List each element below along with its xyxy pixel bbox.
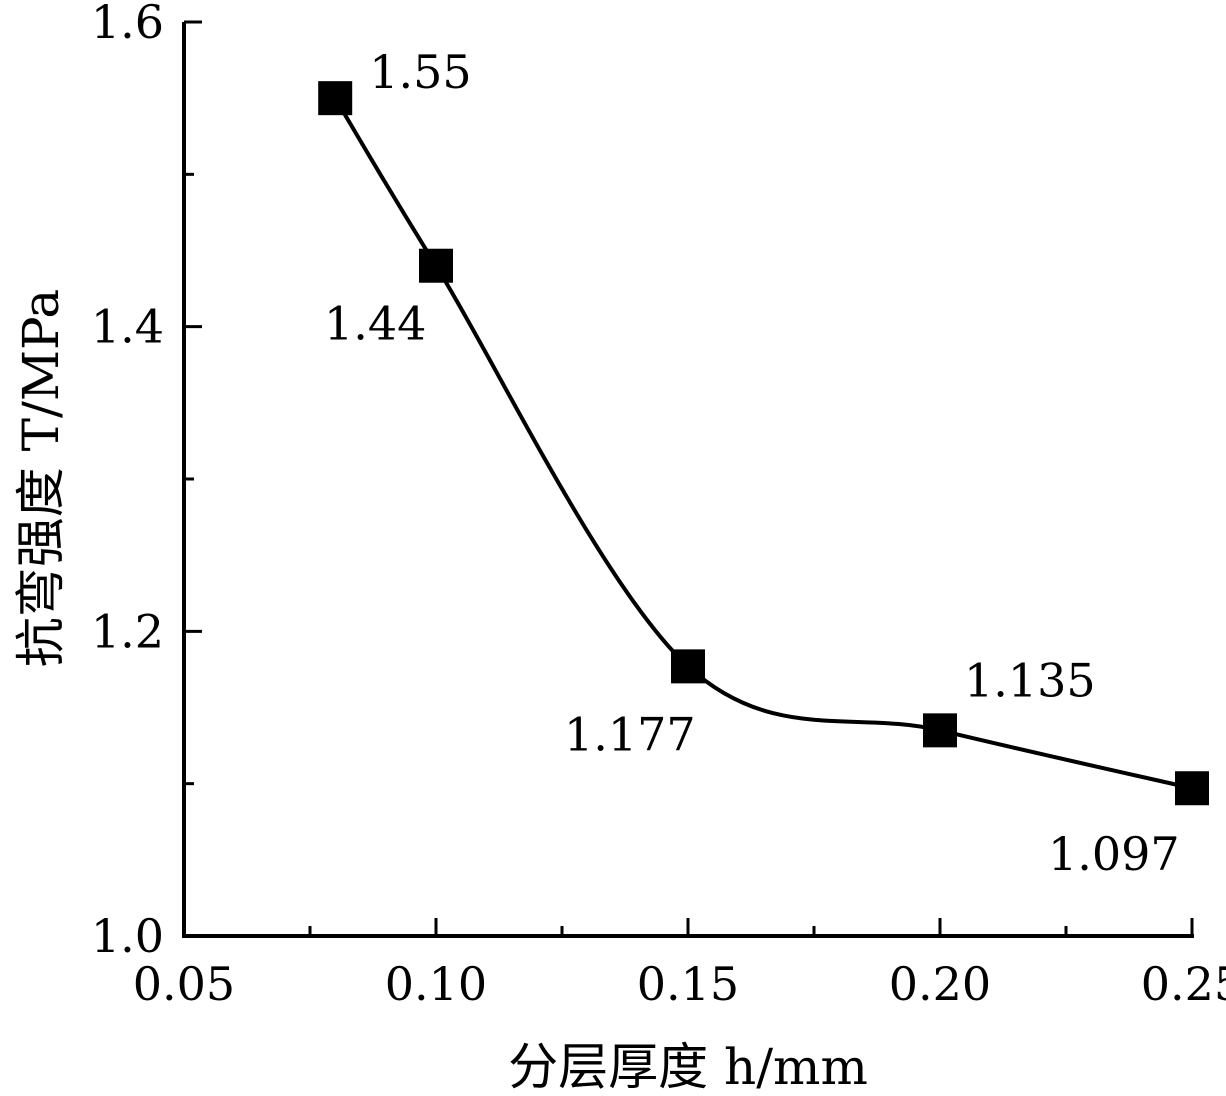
data-point-marker bbox=[1175, 771, 1209, 806]
y-tick-label: 1.2 bbox=[91, 604, 164, 658]
y-axis-label: 抗弯强度 T/MPa bbox=[12, 289, 70, 668]
data-labels: 1.55 1.44 1.177 1.135 1.097 bbox=[324, 45, 1180, 881]
data-label: 1.44 bbox=[324, 297, 426, 351]
data-point-marker bbox=[419, 248, 453, 283]
data-label: 1.55 bbox=[369, 45, 471, 99]
data-label: 1.177 bbox=[564, 707, 696, 761]
data-point-marker bbox=[923, 713, 957, 748]
data-point-marker bbox=[318, 81, 353, 116]
data-point-marker bbox=[671, 649, 705, 684]
y-tick-label: 1.4 bbox=[91, 300, 164, 354]
x-tick-label: 0.20 bbox=[889, 957, 991, 1011]
axes bbox=[182, 22, 1194, 938]
ticks: 0.05 0.10 0.15 0.20 0.25 1.0 1.2 1.4 1.6 bbox=[91, 0, 1226, 1011]
markers bbox=[318, 81, 1209, 806]
x-tick-label: 0.10 bbox=[385, 957, 487, 1011]
y-tick-label: 1.6 bbox=[91, 0, 164, 49]
y-tick-label: 1.0 bbox=[91, 909, 164, 963]
x-axis-label: 分层厚度 h/mm bbox=[508, 1038, 868, 1096]
x-tick-label: 0.25 bbox=[1141, 957, 1226, 1011]
x-tick-label: 0.15 bbox=[637, 957, 739, 1011]
data-label: 1.135 bbox=[964, 653, 1096, 707]
data-label: 1.097 bbox=[1048, 827, 1180, 881]
x-tick-label: 0.05 bbox=[133, 957, 235, 1011]
